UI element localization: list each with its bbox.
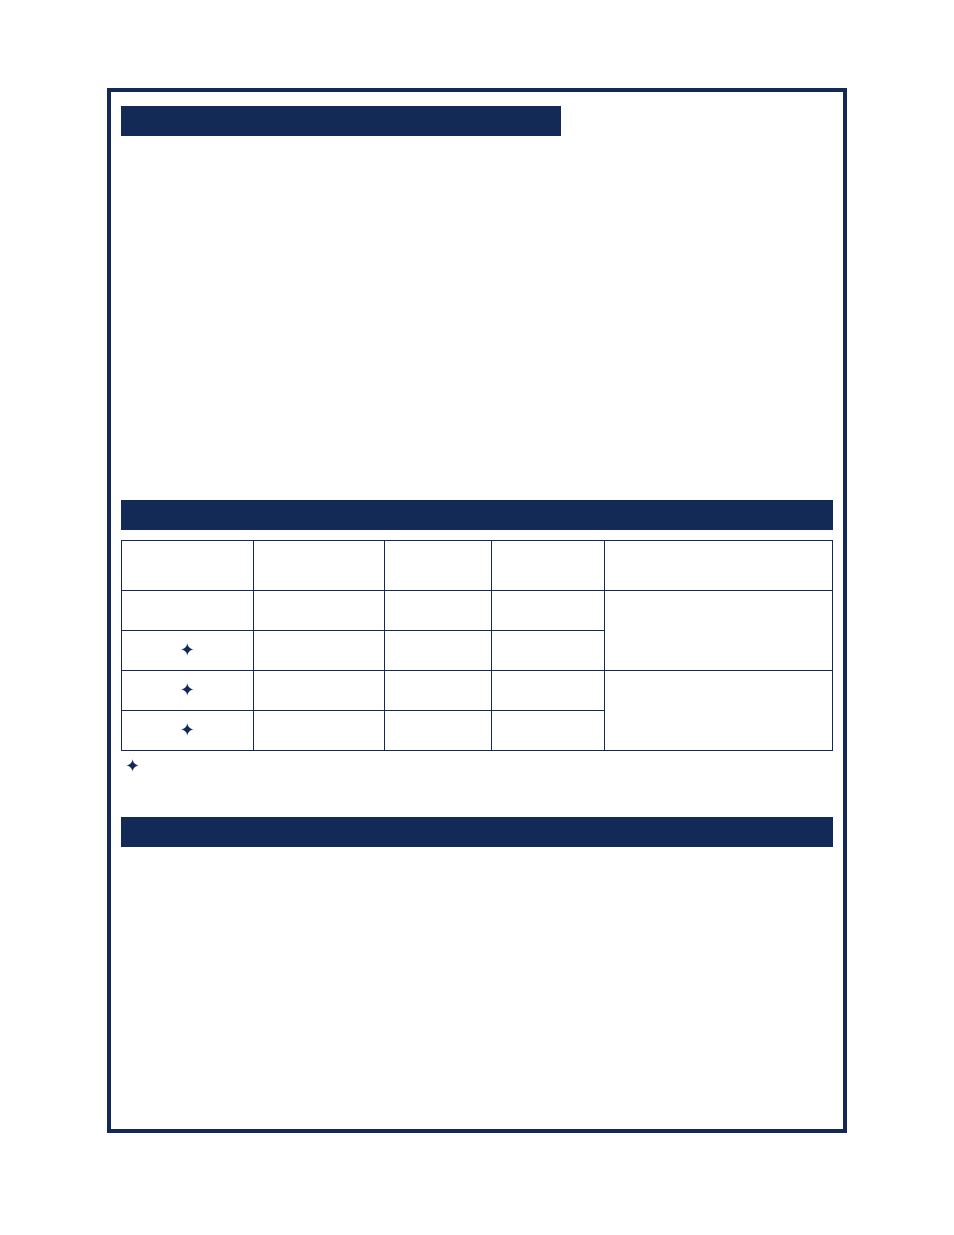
- table-row: [122, 591, 833, 631]
- maple-leaf-icon: ✦: [180, 720, 195, 740]
- cell: [385, 631, 492, 671]
- cell: [491, 711, 605, 751]
- row-label: ✦: [122, 631, 254, 671]
- document-page: ✦ ✦ ✦ ✦: [107, 88, 847, 1133]
- col-header-3: [385, 541, 492, 591]
- col-header-2: [253, 541, 385, 591]
- row-label: ✦: [122, 671, 254, 711]
- col-header-1: [122, 541, 254, 591]
- row-label: ✦: [122, 711, 254, 751]
- cell: [491, 591, 605, 631]
- merged-cell: [605, 671, 833, 751]
- cell: [385, 591, 492, 631]
- section-title-rates: [121, 500, 833, 530]
- table-footnote: ✦: [121, 751, 833, 777]
- cell: [385, 711, 492, 751]
- cell: [491, 631, 605, 671]
- rates-table: ✦ ✦ ✦: [121, 540, 833, 751]
- criteria-body: [121, 146, 833, 500]
- maple-leaf-icon: ✦: [180, 680, 195, 700]
- col-header-5: [605, 541, 833, 591]
- col-header-4: [491, 541, 605, 591]
- cell: [253, 591, 385, 631]
- section-title-criteria: [121, 106, 561, 136]
- cell: [253, 711, 385, 751]
- table-header-row: [122, 541, 833, 591]
- merged-cell: [605, 591, 833, 671]
- maple-leaf-icon: ✦: [125, 757, 140, 775]
- spacer: [121, 777, 833, 817]
- cell: [253, 631, 385, 671]
- table-row: ✦: [122, 671, 833, 711]
- notes-body: [121, 857, 833, 1117]
- cell: [385, 671, 492, 711]
- cell: [253, 671, 385, 711]
- cell: [491, 671, 605, 711]
- section-title-notes: [121, 817, 833, 847]
- maple-leaf-icon: ✦: [180, 640, 195, 660]
- row-label: [122, 591, 254, 631]
